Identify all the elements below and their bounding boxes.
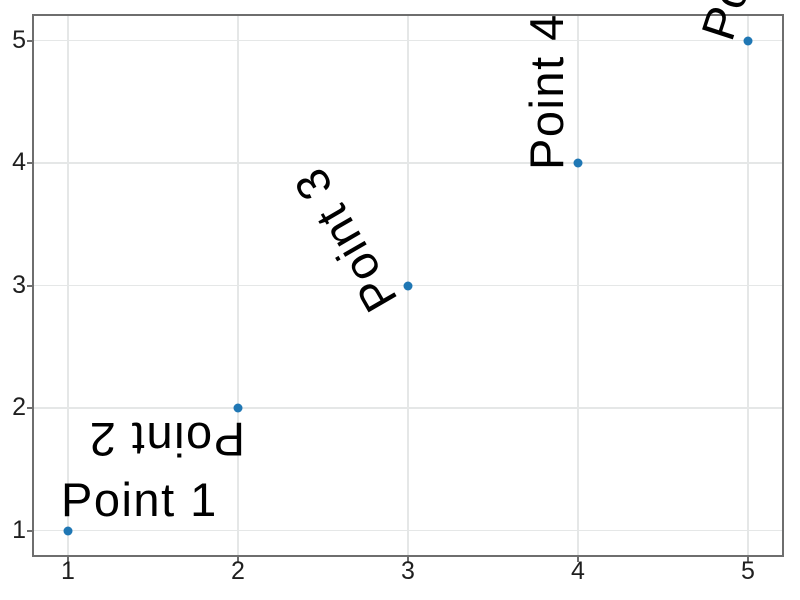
y-gridline [34,529,782,532]
y-tick-mark [27,407,32,409]
x-tick-mark [747,557,749,562]
y-gridline [34,407,782,409]
point-label: Point 1 [61,472,218,526]
y-tick-mark [27,39,32,42]
x-tick-mark [237,557,239,562]
y-tick-mark [27,529,32,532]
data-point [233,403,243,413]
point-label: Point 2 [88,413,245,466]
x-tick-mark [577,557,579,562]
x-tick-label: 4 [571,557,585,585]
y-tick-mark [27,284,32,287]
data-point [403,281,413,290]
x-tick-label: 2 [231,557,245,585]
y-tick-label: 2 [12,393,26,421]
y-gridline [34,39,782,42]
plot-area-frame [32,14,784,557]
x-tick-label: 1 [61,557,75,585]
y-tick-mark [27,162,32,164]
x-tick-label: 5 [741,557,755,585]
y-tick-label: 5 [12,25,26,54]
y-tick-label: 4 [12,148,26,176]
y-gridline [34,162,782,164]
data-point [573,158,583,168]
x-tick-mark [407,557,409,562]
point-label: Point 4 [520,13,573,170]
x-tick-label: 3 [401,557,415,585]
x-tick-mark [67,557,69,562]
data-point [63,526,73,535]
y-tick-label: 3 [12,270,26,299]
y-tick-label: 1 [12,515,26,544]
data-point [743,36,753,45]
